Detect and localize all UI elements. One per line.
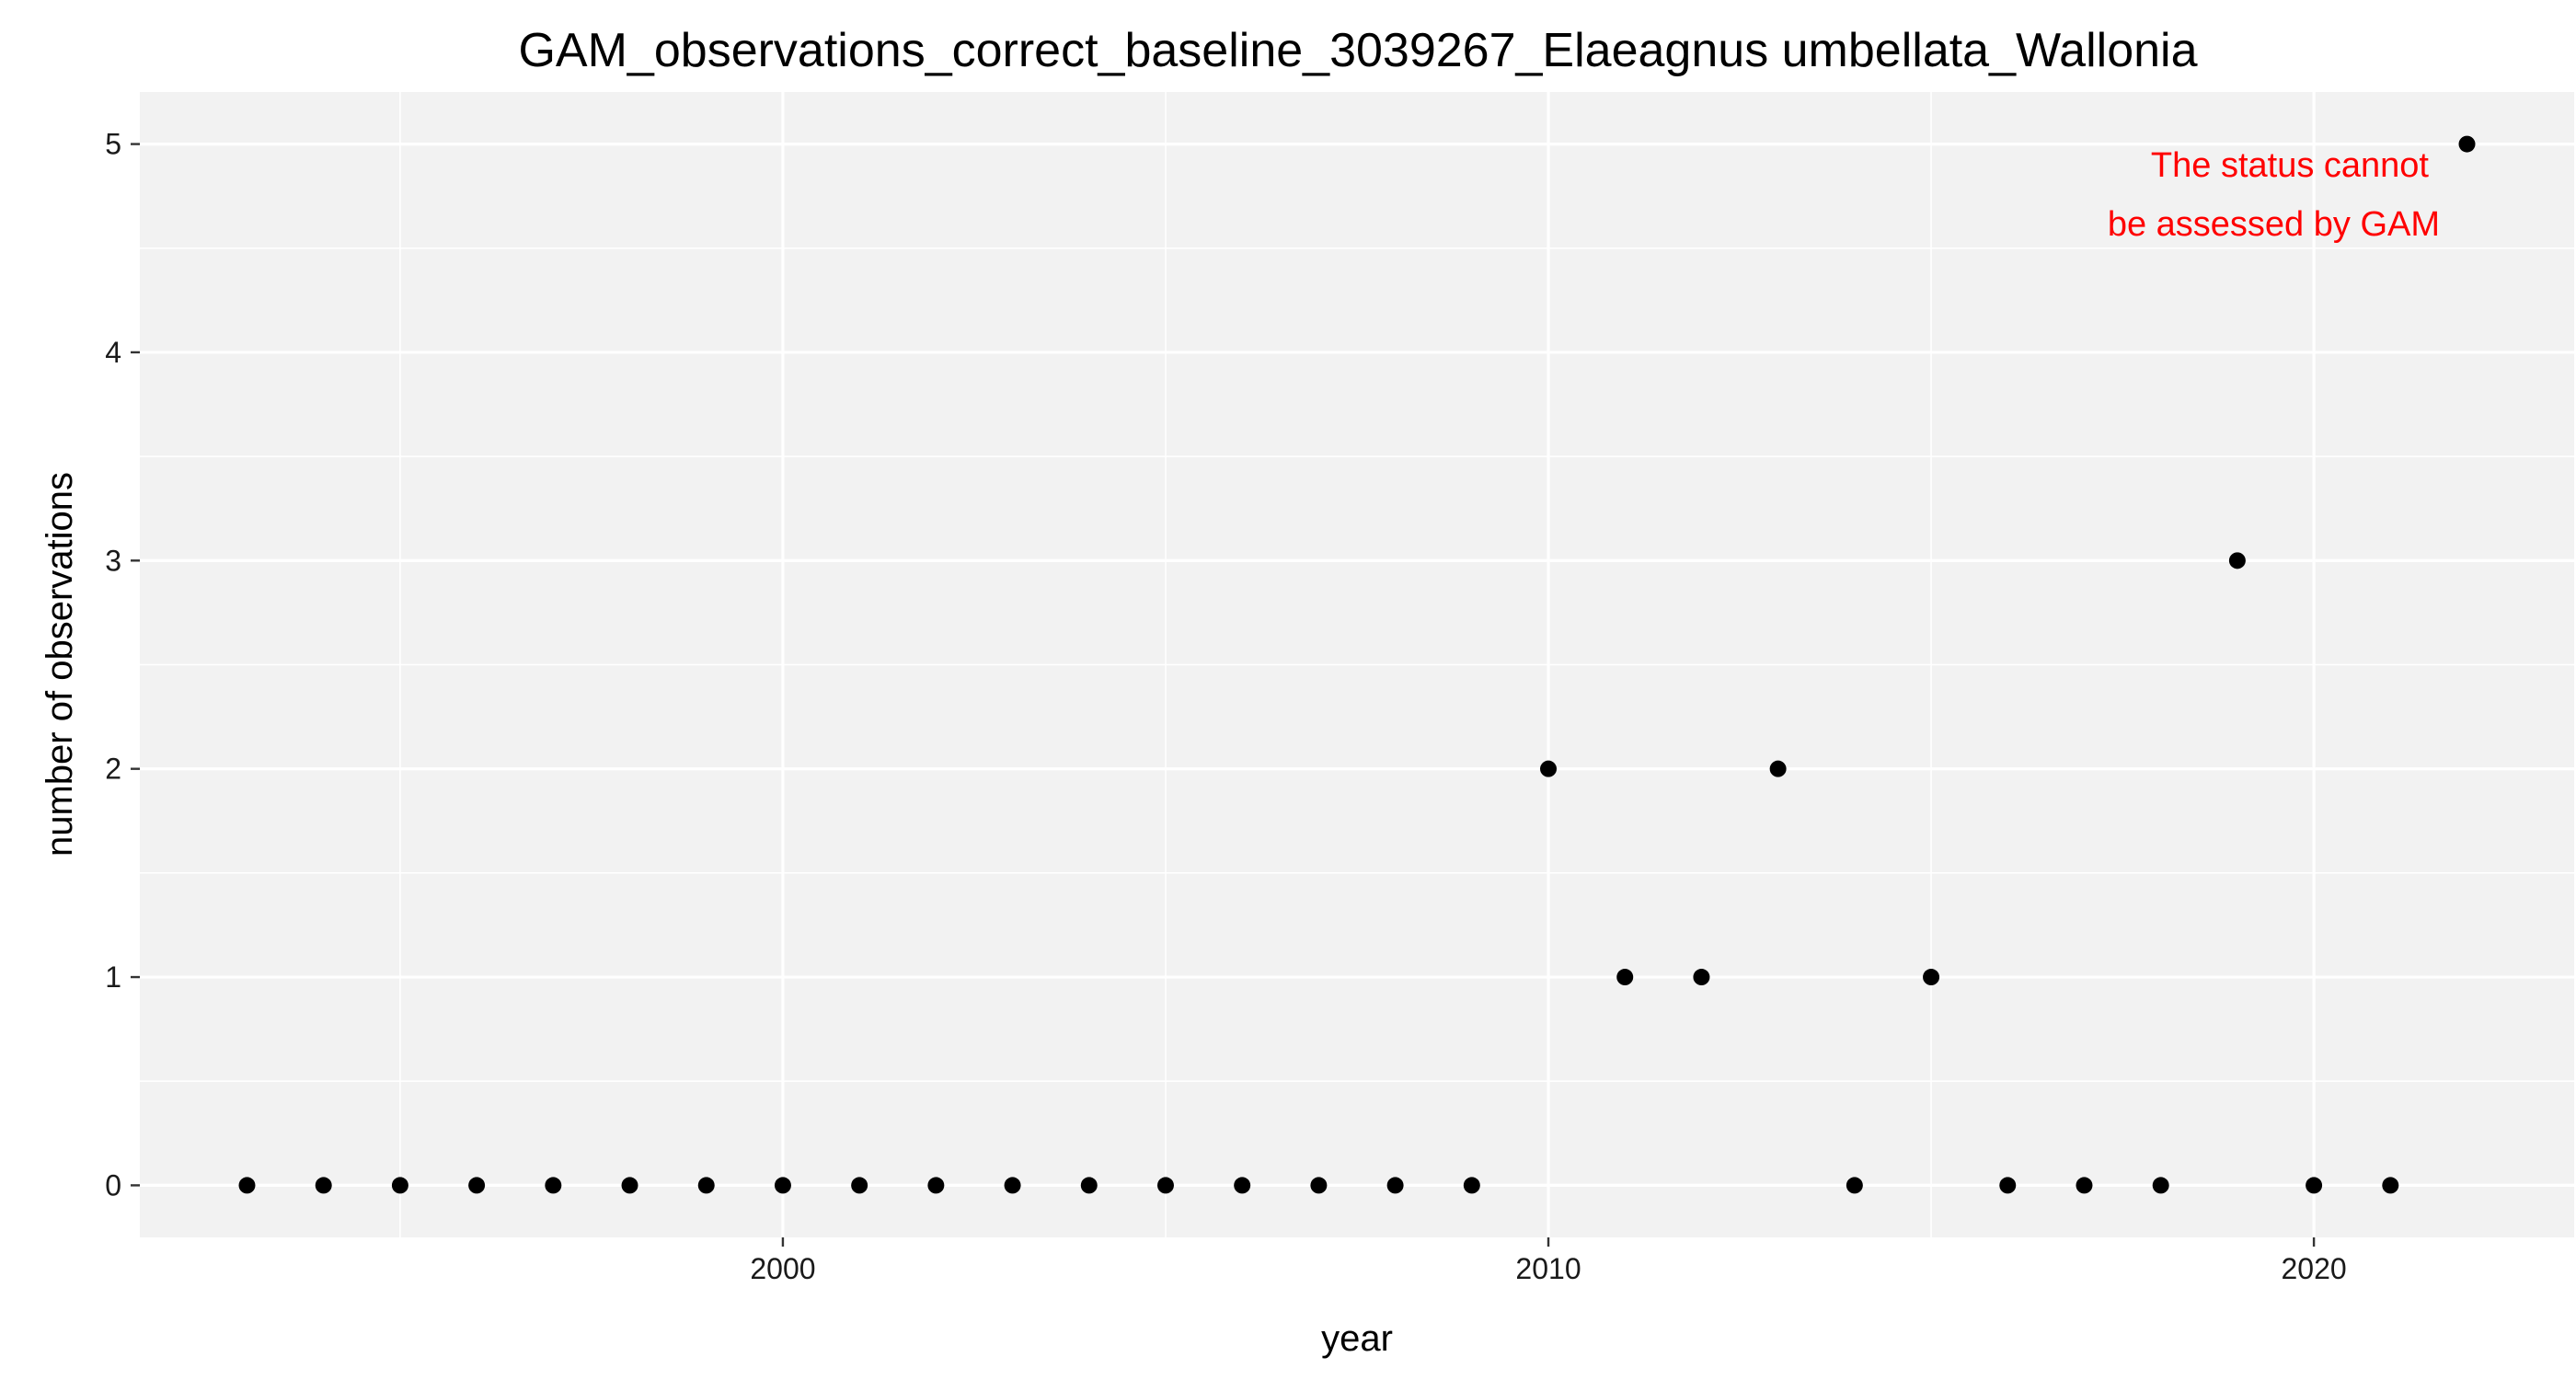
data-point (1004, 1177, 1021, 1194)
data-point (774, 1177, 791, 1194)
data-point (2458, 135, 2476, 153)
data-point (927, 1177, 945, 1194)
data-point (1156, 1177, 1174, 1194)
data-point (697, 1177, 715, 1194)
data-point (315, 1177, 332, 1194)
chart-title: GAM_observations_correct_baseline_303926… (518, 24, 2197, 77)
y-tick-label: 3 (105, 544, 121, 577)
x-tick-label: 2020 (2282, 1252, 2347, 1285)
data-point (1080, 1177, 1098, 1194)
data-point (1693, 969, 1710, 986)
data-point (2306, 1177, 2323, 1194)
plot-panel: The status cannot be assessed by GAM (140, 92, 2574, 1237)
data-point (2152, 1177, 2169, 1194)
data-point (1769, 760, 1787, 777)
annotation-line-1: The status cannot (2151, 146, 2430, 185)
data-point (391, 1177, 408, 1194)
x-tick-label: 2000 (750, 1252, 815, 1285)
y-tick-label: 5 (105, 128, 121, 161)
data-point (468, 1177, 486, 1194)
annotation-line-2: be assessed by GAM (2108, 205, 2440, 244)
data-point (2382, 1177, 2399, 1194)
data-point (1386, 1177, 1404, 1194)
y-axis-title: number of observations (40, 472, 80, 857)
y-axis: 0 1 2 3 4 5 (105, 128, 140, 1202)
data-point (238, 1177, 256, 1194)
data-point (1310, 1177, 1328, 1194)
data-point (545, 1177, 562, 1194)
data-point (1234, 1177, 1251, 1194)
data-point (621, 1177, 638, 1194)
y-tick-label: 4 (105, 336, 121, 369)
data-point (2076, 1177, 2093, 1194)
data-point (1540, 760, 1558, 777)
x-axis-title: year (1321, 1318, 1393, 1359)
x-axis: 2000 2010 2020 (750, 1237, 2347, 1285)
data-point (1999, 1177, 2017, 1194)
data-points (238, 135, 2476, 1194)
minor-grid-lines (140, 92, 2574, 1237)
y-tick-label: 0 (105, 1168, 121, 1202)
data-point (1463, 1177, 1480, 1194)
x-tick-label: 2010 (1515, 1252, 1581, 1285)
y-tick-label: 2 (105, 753, 121, 786)
y-tick-label: 1 (105, 960, 121, 994)
data-point (851, 1177, 868, 1194)
data-point (2228, 552, 2246, 569)
data-point (1846, 1177, 1863, 1194)
data-point (1923, 969, 1940, 986)
data-point (1616, 969, 1634, 986)
